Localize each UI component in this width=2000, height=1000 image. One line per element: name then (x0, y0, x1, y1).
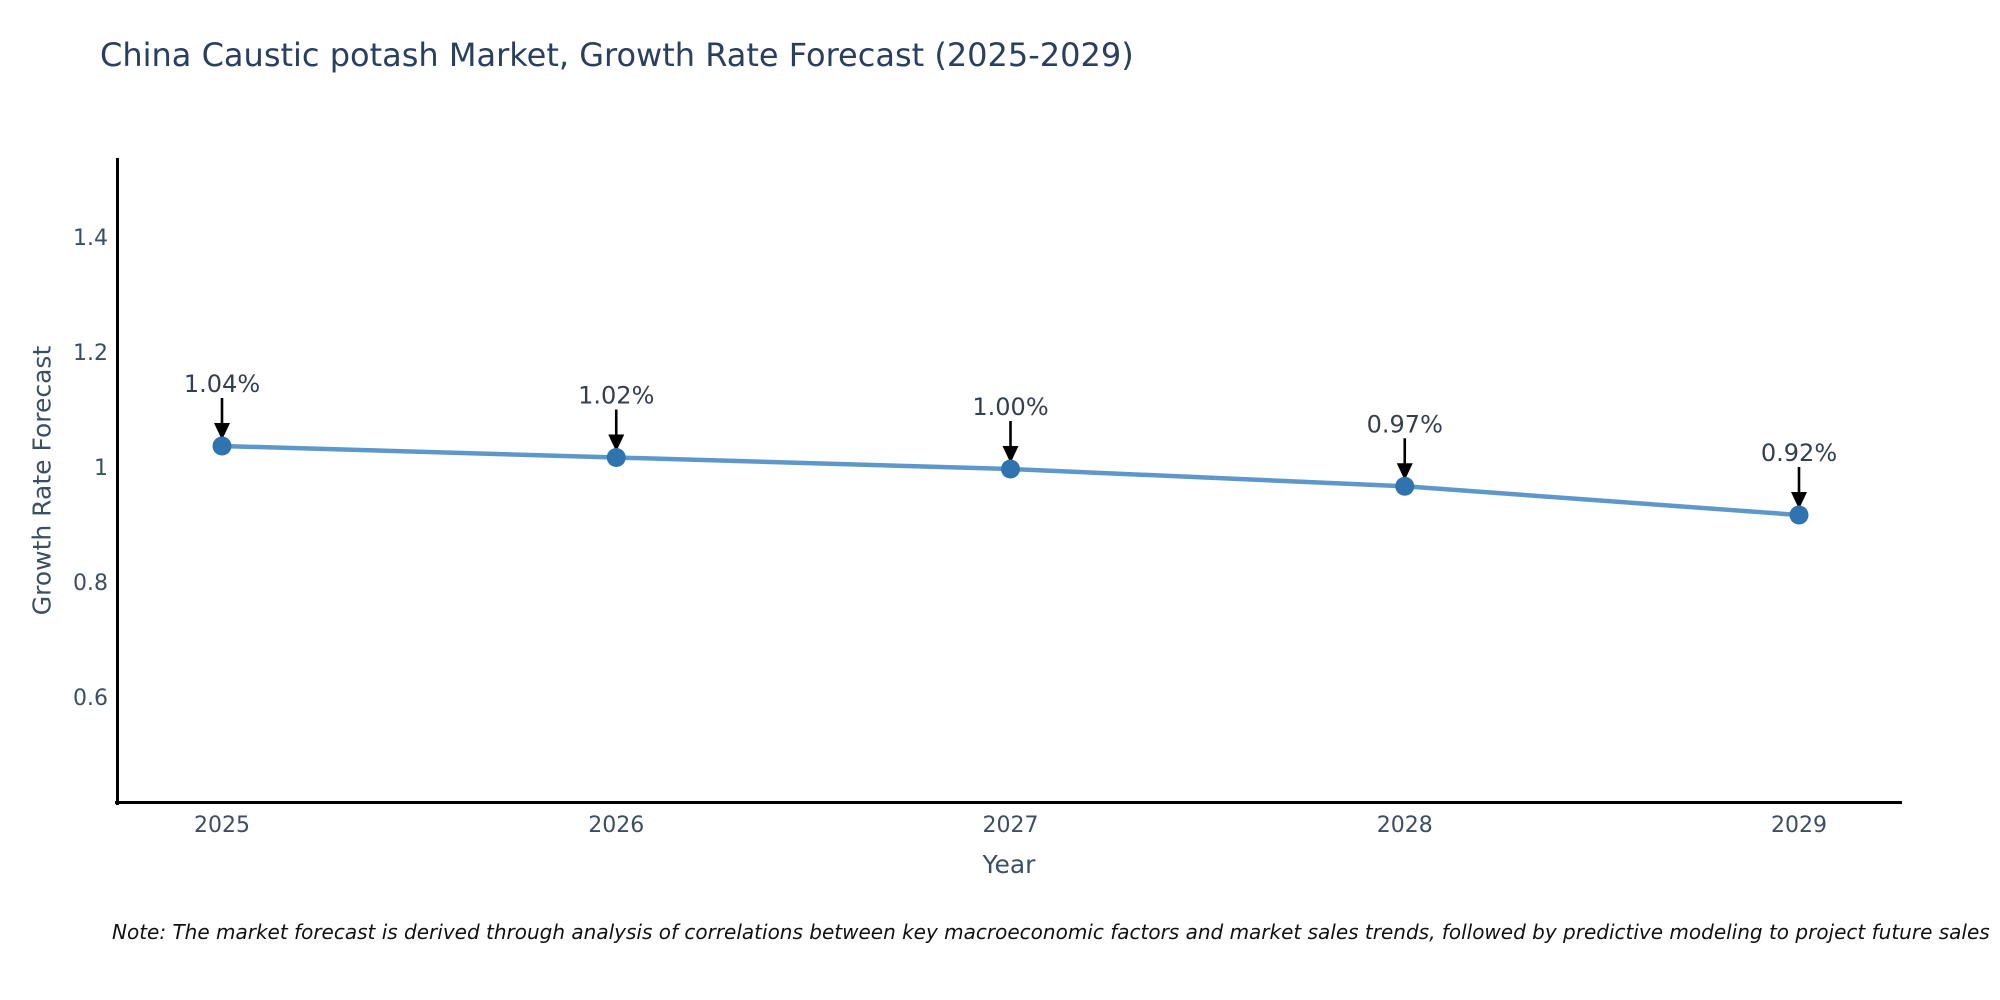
point-annotation: 1.02% (578, 382, 654, 410)
x-tick-label: 2028 (1376, 813, 1433, 838)
y-tick-label: 0.6 (73, 686, 108, 711)
data-point-marker (1001, 459, 1020, 479)
point-annotation: 0.92% (1761, 439, 1837, 467)
data-point-marker (1395, 476, 1415, 496)
chart-title: China Caustic potash Market, Growth Rate… (100, 36, 1134, 74)
footnote: Note: The market forecast is derived thr… (112, 920, 1990, 944)
x-tick-label: 2027 (982, 813, 1039, 838)
data-point-marker (212, 436, 232, 456)
x-tick-label: 2029 (1771, 813, 1827, 838)
y-tick-label: 1.4 (73, 226, 108, 251)
y-tick-label: 0.8 (73, 571, 108, 596)
data-point-marker (1789, 505, 1809, 525)
y-tick-label: 1.2 (73, 341, 108, 366)
x-tick-label: 2025 (194, 813, 250, 838)
y-axis-spine (116, 158, 119, 805)
annotation-arrowhead (1791, 492, 1807, 509)
annotation-arrowhead (1002, 446, 1019, 463)
annotation-arrowhead (1396, 463, 1413, 481)
point-annotation: 1.04% (184, 370, 260, 398)
x-axis-title: Year (982, 850, 1036, 879)
point-annotation: 1.00% (972, 393, 1048, 421)
point-annotation: 0.97% (1367, 410, 1443, 438)
y-tick-label: 1 (94, 456, 108, 481)
annotation-arrowhead (608, 434, 625, 452)
x-axis-spine (115, 801, 1902, 804)
trend-line (219, 443, 1802, 518)
annotation-arrowhead (214, 423, 230, 440)
x-tick-label: 2026 (588, 813, 645, 838)
data-point-marker (606, 448, 626, 467)
